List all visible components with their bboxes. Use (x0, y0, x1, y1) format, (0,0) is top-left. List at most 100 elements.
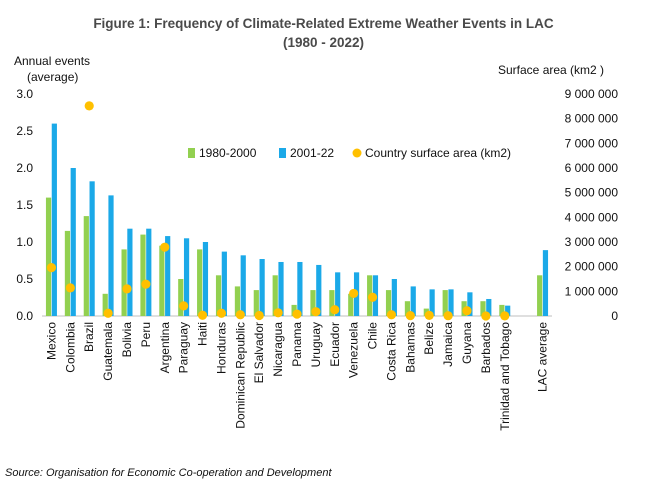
right-axis-label: Surface area (km2 ) (498, 63, 605, 77)
category-label: Jamaica (441, 322, 455, 367)
left-tick-label: 0.0 (16, 309, 33, 323)
left-tick-label: 2.0 (16, 161, 33, 175)
category-label: Chile (366, 322, 380, 350)
surface-area-point (216, 308, 227, 318)
category-label: Colombia (63, 322, 77, 373)
bar-2001-22 (221, 251, 227, 316)
bar-1980-2000 (102, 293, 108, 316)
bar-1980-2000 (253, 290, 259, 316)
category-label: Peru (139, 322, 153, 347)
category-label: Ecuador (328, 322, 342, 367)
left-axis-label-unit: (average) (27, 70, 79, 84)
right-tick-label: 4 000 000 (565, 210, 619, 224)
category-label: Belize (422, 322, 436, 355)
bar-2001-22 (108, 195, 114, 316)
bar-1980-2000 (329, 290, 335, 316)
left-axis-label: Annual events (14, 54, 91, 68)
surface-area-point (235, 310, 245, 320)
bar-2001-22 (89, 181, 95, 316)
bar-1980-2000 (121, 249, 127, 316)
surface-area-point (141, 279, 151, 289)
category-label: Bolivia (120, 322, 134, 358)
bar-2001-22 (70, 168, 76, 316)
right-tick-label: 5 000 000 (565, 186, 619, 200)
surface-area-point (500, 311, 510, 321)
bar-2001-22 (410, 286, 416, 316)
category-label: Barbados (479, 322, 493, 373)
bar-2001-22 (240, 255, 246, 316)
bar-2001-22 (202, 242, 209, 316)
left-tick-label: 0.5 (16, 272, 33, 286)
bar-2001-22 (278, 261, 284, 316)
surface-area-point (386, 310, 397, 320)
right-tick-label: 0 (611, 309, 618, 323)
bar-2001-22 (448, 289, 454, 316)
surface-area-point (462, 306, 472, 316)
surface-area-point (292, 309, 302, 319)
bar-2001-22 (259, 259, 265, 316)
legend-swatch-1980-2000 (188, 148, 195, 158)
bar-1980-2000 (83, 216, 89, 316)
legend-label-1980-2000: 1980-2000 (199, 146, 257, 160)
right-tick-label: 2 000 000 (565, 260, 619, 274)
bar-1980-2000 (537, 275, 543, 316)
bar-2001-22 (146, 228, 152, 316)
category-label: Guatemala (101, 322, 115, 381)
legend-swatch-2001-22 (279, 148, 286, 158)
bar-2001-22 (316, 264, 322, 316)
surface-area-point (122, 284, 132, 294)
left-tick-label: 2.5 (16, 124, 33, 138)
left-tick-label: 1.0 (16, 235, 33, 249)
bar-1980-2000 (291, 304, 297, 316)
left-tick-label: 3.0 (16, 87, 33, 101)
surface-area-point (273, 308, 283, 318)
right-tick-label: 8 000 000 (565, 112, 619, 126)
category-label: Haiti (196, 322, 210, 346)
chart-title: Figure 1: Frequency of Climate-Related E… (93, 16, 554, 31)
bar-2001-22 (127, 228, 133, 316)
bar-1980-2000 (348, 293, 354, 316)
surface-area-point (65, 283, 75, 293)
bar-1980-2000 (140, 234, 146, 316)
surface-area-point (311, 307, 321, 317)
bar-1980-2000 (178, 279, 184, 316)
bar-2001-22 (297, 261, 303, 316)
surface-area-point (405, 311, 415, 321)
bar-1980-2000 (159, 245, 165, 316)
bar-1980-2000 (215, 275, 222, 316)
bar-2001-22 (467, 292, 473, 316)
surface-area-point (103, 308, 113, 318)
category-label: Costa Rica (384, 322, 398, 381)
right-tick-label: 1 000 000 (565, 284, 619, 298)
right-tick-label: 3 000 000 (565, 235, 619, 249)
bar-2001-22 (335, 272, 341, 316)
category-label: El Salvador (252, 322, 266, 383)
category-label: Paraguay (177, 322, 191, 373)
surface-area-point (330, 305, 340, 315)
category-label: Guyana (460, 322, 474, 364)
bar-2001-22 (429, 289, 435, 316)
category-label: Bahamas (403, 322, 417, 373)
surface-area-point (197, 310, 208, 320)
bar-1980-2000 (480, 301, 486, 316)
bar-2001-22 (183, 238, 190, 316)
right-tick-label: 9 000 000 (565, 87, 619, 101)
surface-area-point (160, 242, 170, 252)
bar-2001-22 (51, 123, 57, 316)
bar-1980-2000 (234, 286, 241, 316)
source-note: Source: Organisation for Economic Co-ope… (5, 467, 332, 479)
bar-2001-22 (391, 279, 397, 316)
category-label: Brazil (82, 322, 96, 352)
bar-2001-22 (165, 236, 171, 316)
category-label: Nicaragua (271, 322, 285, 377)
bar-1980-2000 (272, 275, 278, 316)
surface-area-point (367, 292, 378, 302)
right-tick-label: 6 000 000 (565, 161, 619, 175)
surface-area-point (254, 310, 264, 321)
surface-area-point (424, 310, 434, 320)
bar-1980-2000 (442, 290, 448, 316)
bar-2001-22 (542, 250, 549, 316)
surface-area-point (46, 263, 57, 273)
category-label: Mexico (44, 322, 58, 360)
